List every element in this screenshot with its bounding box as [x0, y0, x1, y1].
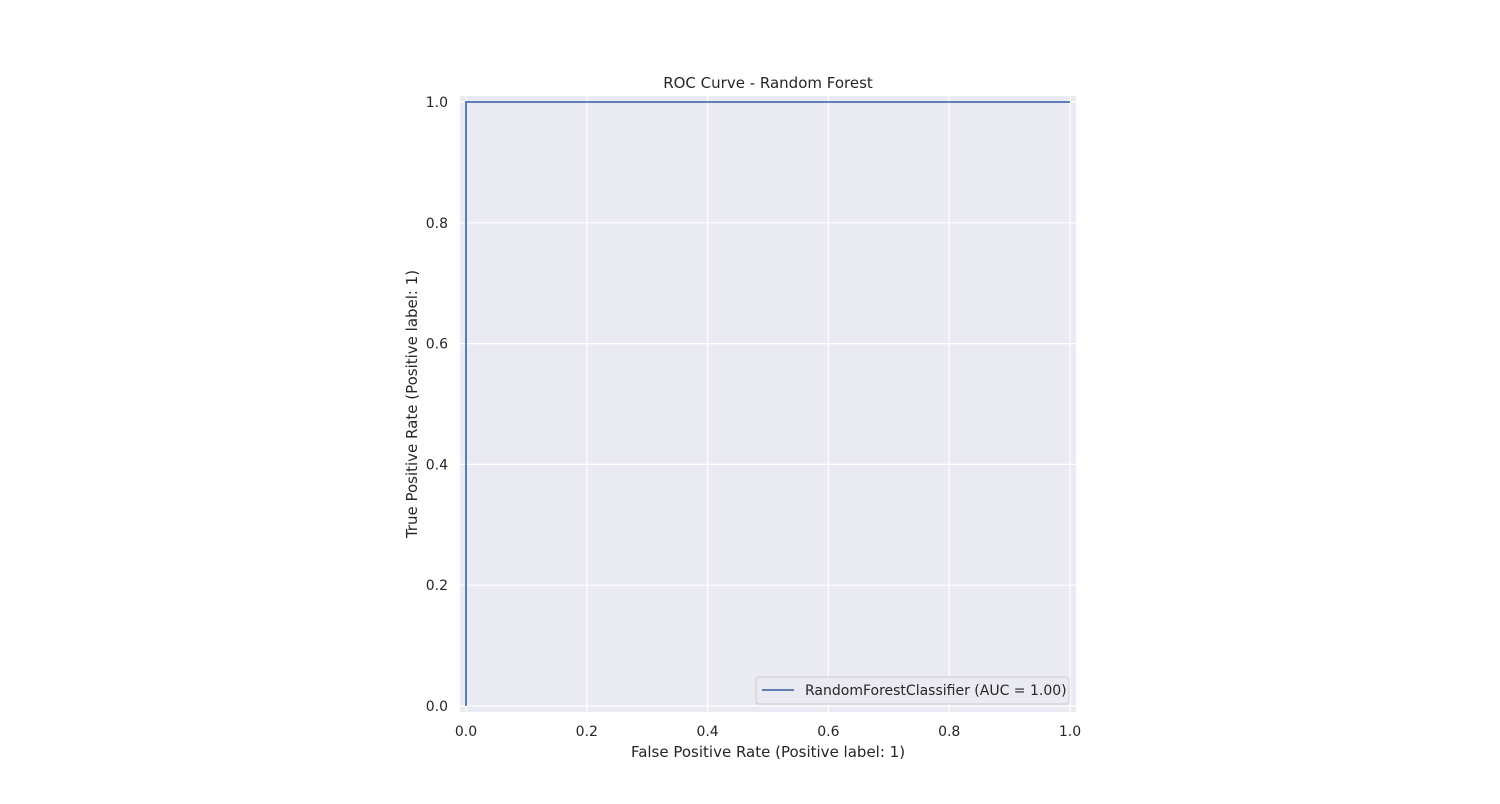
y-axis-label: True Positive Rate (Positive label: 1) [403, 270, 421, 539]
tick-labels: 0.0 0.2 0.4 0.6 0.8 1.0 0.0 0.2 0.4 0.6 0.8 1.0 [426, 95, 1081, 740]
roc-series-line [465, 101, 1070, 706]
x-tick-label: 1.0 [1059, 724, 1081, 740]
x-tick-label: 0.4 [696, 724, 718, 740]
legend: RandomForestClassifier (AUC = 1.00) [755, 676, 1070, 705]
y-tick-label: 0.0 [426, 699, 448, 715]
legend-box [755, 676, 1070, 705]
x-tick-label: 0.6 [817, 724, 839, 740]
y-tick-label: 1.0 [426, 95, 448, 111]
y-tick-label: 0.4 [426, 457, 448, 473]
x-tick-label: 0.8 [938, 724, 960, 740]
x-tick-label: 0.2 [576, 724, 598, 740]
legend-entry-label: RandomForestClassifier (AUC = 1.00) [805, 683, 1067, 699]
x-axis-label: False Positive Rate (Positive label: 1) [631, 743, 905, 761]
chart-title: ROC Curve - Random Forest [663, 74, 873, 92]
y-tick-label: 0.2 [426, 578, 448, 594]
series-layer [465, 101, 1070, 706]
x-tick-label: 0.0 [455, 724, 477, 740]
plot-area [460, 96, 1076, 712]
y-tick-label: 0.6 [426, 337, 448, 353]
y-tick-label: 0.8 [426, 216, 448, 232]
